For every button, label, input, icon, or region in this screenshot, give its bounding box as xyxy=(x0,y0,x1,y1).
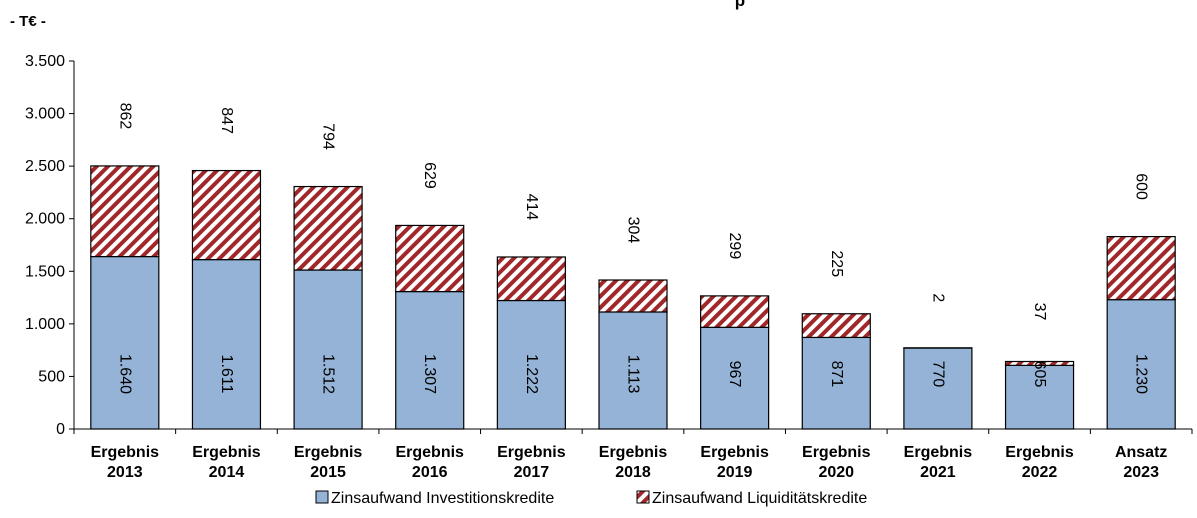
data-label-liquiditaetskredite: 847 xyxy=(218,107,235,134)
x-category-label-line2: 2023 xyxy=(1123,464,1159,481)
data-label-investitionskredite: 1.512 xyxy=(320,354,337,394)
x-category-label: Ansatz 2023 xyxy=(1115,444,1167,481)
x-category-label-line2: 2022 xyxy=(1022,464,1058,481)
data-label-liquiditaetskredite: 414 xyxy=(523,194,540,221)
x-category-label-line2: 2016 xyxy=(412,464,448,481)
data-label-investitionskredite: 871 xyxy=(828,361,845,388)
x-category-label-line1: Ergebnis xyxy=(700,444,769,461)
legend-swatch-investitionskredite xyxy=(316,491,328,503)
x-category-label-line2: 2013 xyxy=(107,464,143,481)
data-label-liquiditaetskredite: 304 xyxy=(625,217,642,244)
y-tick-label: 1.000 xyxy=(25,316,65,333)
data-label-liquiditaetskredite: 37 xyxy=(1031,303,1048,321)
bar-liquiditaetskredite xyxy=(497,257,565,301)
data-label-investitionskredite: 1.230 xyxy=(1133,354,1150,394)
x-category-label-line2: 2019 xyxy=(717,464,753,481)
bar-liquiditaetskredite xyxy=(91,166,159,257)
x-category-label: Ergebnis 2015 xyxy=(294,444,363,481)
data-label-investitionskredite: 770 xyxy=(929,361,946,388)
data-label-investitionskredite: 1.222 xyxy=(523,354,540,394)
x-category-label-line2: 2018 xyxy=(615,464,651,481)
x-category-label: Ergebnis 2018 xyxy=(599,444,668,481)
bar-investitionskredite xyxy=(91,257,159,429)
data-label-investitionskredite: 605 xyxy=(1031,361,1048,388)
x-category-label-line1: Ergebnis xyxy=(192,444,261,461)
bar-liquiditaetskredite xyxy=(599,280,667,312)
y-tick-label: 3.000 xyxy=(25,106,65,123)
chart-title: p xyxy=(735,0,745,10)
data-label-liquiditaetskredite: 862 xyxy=(116,103,133,130)
y-tick-label: 0 xyxy=(56,421,65,438)
x-category-label-line2: 2015 xyxy=(310,464,346,481)
x-category-label-line1: Ansatz xyxy=(1115,444,1167,461)
x-category-label: Ergebnis 2021 xyxy=(904,444,973,481)
x-category-label: Ergebnis 2013 xyxy=(91,444,160,481)
x-category-label-line1: Ergebnis xyxy=(904,444,973,461)
data-label-liquiditaetskredite: 600 xyxy=(1133,173,1150,200)
x-category-label: Ergebnis 2019 xyxy=(700,444,769,481)
x-category-label-line1: Ergebnis xyxy=(802,444,871,461)
data-label-investitionskredite: 1.611 xyxy=(218,355,235,394)
x-category-label: Ergebnis 2020 xyxy=(802,444,871,481)
x-category-label-line1: Ergebnis xyxy=(294,444,363,461)
y-tick-label: 2.000 xyxy=(25,211,65,228)
x-category-label-line2: 2020 xyxy=(818,464,854,481)
x-category-label: Ergebnis 2022 xyxy=(1005,444,1074,481)
legend-label-investitionskredite: Zinsaufwand Investitionskredite xyxy=(331,490,554,507)
bar-liquiditaetskredite xyxy=(396,225,464,291)
x-category-label-line1: Ergebnis xyxy=(497,444,566,461)
y-tick-label: 500 xyxy=(38,368,65,385)
y-tick-label: 3.500 xyxy=(25,53,65,70)
x-category-label-line1: Ergebnis xyxy=(395,444,464,461)
data-label-liquiditaetskredite: 629 xyxy=(421,162,438,189)
bar-liquiditaetskredite xyxy=(294,187,362,270)
y-tick-label: 1.500 xyxy=(25,263,65,280)
bar-investitionskredite xyxy=(192,260,260,429)
bar-liquiditaetskredite xyxy=(1107,237,1175,300)
data-label-investitionskredite: 967 xyxy=(726,361,743,388)
x-category-label: Ergebnis 2014 xyxy=(192,444,261,481)
data-label-liquiditaetskredite: 225 xyxy=(828,250,845,277)
x-category-label-line2: 2021 xyxy=(920,464,956,481)
data-label-investitionskredite: 1.307 xyxy=(421,354,438,394)
x-category-label-line1: Ergebnis xyxy=(91,444,160,461)
x-category-label-line1: Ergebnis xyxy=(599,444,668,461)
legend-swatch-liquiditaetskredite xyxy=(637,491,649,503)
x-category-label: Ergebnis 2017 xyxy=(497,444,566,481)
bar-liquiditaetskredite xyxy=(802,314,870,338)
data-label-investitionskredite: 1.640 xyxy=(116,354,133,394)
legend-label-liquiditaetskredite: Zinsaufwand Liquiditätskredite xyxy=(652,490,867,507)
bar-investitionskredite xyxy=(294,270,362,429)
data-label-liquiditaetskredite: 2 xyxy=(929,293,946,302)
unit-label: - T€ - xyxy=(10,13,46,30)
x-category-label: Ergebnis 2016 xyxy=(395,444,464,481)
data-label-investitionskredite: 1.113 xyxy=(625,355,642,394)
data-label-liquiditaetskredite: 794 xyxy=(320,123,337,150)
x-category-label-line1: Ergebnis xyxy=(1005,444,1074,461)
data-label-liquiditaetskredite: 299 xyxy=(726,233,743,260)
x-category-label-line2: 2017 xyxy=(514,464,550,481)
bar-liquiditaetskredite xyxy=(701,296,769,327)
y-tick-label: 2.500 xyxy=(25,158,65,175)
bar-liquiditaetskredite xyxy=(192,171,260,260)
x-category-label-line2: 2014 xyxy=(209,464,245,481)
